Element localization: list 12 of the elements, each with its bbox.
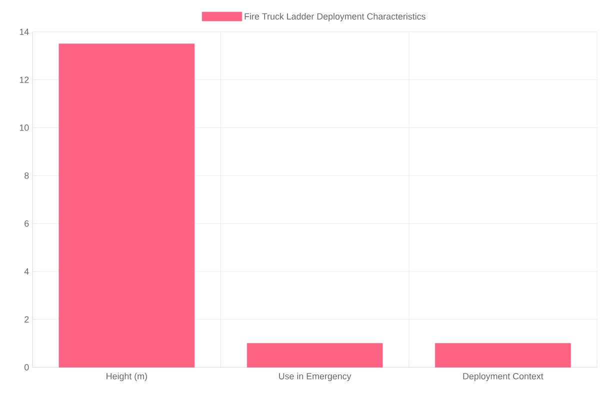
y-tick-label: 10 [20, 124, 29, 131]
y-tick-label: 2 [24, 316, 29, 322]
y-tick-label: 14 [20, 28, 29, 35]
x-tick-label: Use in Emergency [279, 372, 352, 382]
y-tick-label: 12 [20, 76, 29, 83]
x-tick-label: Height (m) [106, 372, 147, 382]
y-tick-label: 6 [24, 220, 29, 227]
y-tick-label: 0 [24, 364, 29, 370]
x-tick-label: Deployment Context [463, 372, 544, 382]
y-tick-label: 4 [24, 268, 29, 274]
legend-label: Fire Truck Ladder Deployment Characteristics [244, 12, 426, 22]
y-tick-label: 8 [24, 172, 29, 179]
